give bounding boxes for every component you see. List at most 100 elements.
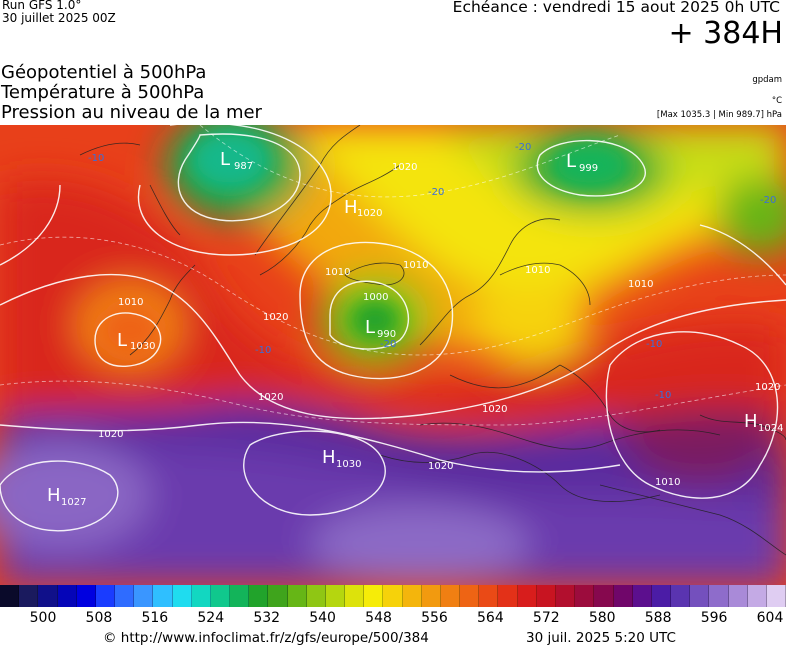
isobar-label: 1010: [655, 477, 680, 488]
colorbar-swatch: [76, 585, 96, 607]
pressure-center-type: H: [47, 485, 61, 506]
pressure-center-high: H 1030: [322, 447, 361, 470]
colorbar-tick-label: 500: [29, 610, 57, 626]
pressure-center-low: L 999: [566, 151, 598, 174]
title-temperature: Température à 500hPa: [1, 82, 205, 103]
pressure-center-type: H: [322, 447, 336, 468]
pressure-center-value: 990: [377, 329, 396, 340]
pressure-centers: L 987 L 999 H 1020 L 990 L 1030 H 1030 H…: [47, 149, 783, 508]
colorbar-tick-label: 516: [141, 610, 169, 626]
colorbar-swatch: [268, 585, 288, 607]
colorbar-tick-label: 524: [197, 610, 225, 626]
colorbar-swatch: [651, 585, 672, 607]
colorbar-swatch: [632, 585, 652, 607]
isobar-label: 1010: [403, 260, 428, 271]
colorbar-swatch: [345, 585, 365, 607]
temp-label: -10: [88, 153, 104, 164]
colorbar-swatch: [364, 585, 384, 607]
colorbar-swatch: [498, 585, 518, 607]
pressure-center-high: H 1024: [744, 411, 783, 434]
isobar-label: 1020: [755, 382, 780, 393]
colorbar-tick-label: 588: [644, 610, 672, 626]
pressure-center-high: H 1020: [344, 197, 382, 219]
colorbar-swatch: [210, 585, 231, 607]
colorbar-swatch: [421, 585, 441, 607]
colorbar-swatch: [709, 585, 729, 607]
colorbar-tick-label: 556: [421, 610, 448, 626]
pressure-center-value: 1024: [758, 423, 783, 434]
colorbar-swatch: [728, 585, 748, 607]
isobar-label: 1020: [263, 312, 288, 323]
colorbar-tick-label: 508: [85, 610, 113, 626]
colorbar-swatch: [325, 585, 346, 607]
colorbar-tick-label: 604: [756, 610, 784, 626]
colorbar-swatch: [38, 585, 58, 607]
pressure-center-value: 1030: [336, 459, 361, 470]
pressure-center-value: 1027: [61, 497, 86, 508]
colorbar-swatch: [440, 585, 461, 607]
colorbar-tick-label: 540: [309, 610, 336, 626]
unit-pressure-range: [Max 1035.3 | Min 989.7] hPa: [656, 110, 782, 120]
pressure-center-low: L 990: [365, 317, 396, 340]
pressure-center-value: 999: [579, 163, 598, 174]
temp-label: -20: [428, 187, 444, 198]
colorbar-swatch: [230, 585, 250, 607]
weather-map: -10 -20 -20 -20 -20 -10 -10 -10 1010 102…: [0, 125, 786, 585]
geopotential-fill: [0, 125, 786, 585]
colorbar-tick-label: 580: [588, 610, 616, 626]
temp-label: -20: [760, 195, 776, 206]
isobar-label: 1010: [118, 297, 143, 308]
colorbar-swatch: [115, 585, 135, 607]
colorbar-swatch: [95, 585, 116, 607]
isobar-label: 1020: [392, 162, 417, 173]
valid-time-label: Echéance : vendredi 15 aout 2025 0h UTC: [452, 0, 780, 16]
colorbar-swatch: [153, 585, 173, 607]
pressure-center-type: H: [744, 411, 758, 432]
isobar-label: 1010: [525, 265, 550, 276]
colorbar-tick-label: 548: [365, 610, 392, 626]
isobar-label: 1020: [482, 404, 507, 415]
title-pressure: Pression au niveau de la mer: [1, 102, 262, 123]
colorbar-swatch: [613, 585, 633, 607]
temp-label: -20: [380, 339, 396, 350]
title-geopotential: Géopotentiel à 500hPa: [1, 62, 207, 83]
temperature-contours: [0, 125, 786, 426]
colorbar-swatch: [287, 585, 307, 607]
colorbar-tick-label: 572: [532, 610, 560, 626]
colorbar-swatch: [402, 585, 422, 607]
pressure-center-type: L: [566, 151, 576, 172]
pressure-center-type: L: [365, 317, 375, 338]
unit-geopotential: gpdam: [752, 75, 782, 85]
colorbar-swatch: [555, 585, 576, 607]
isobar-label: 1010: [325, 267, 350, 278]
temp-label: -20: [515, 142, 531, 153]
pressure-center-low: L 987: [220, 149, 253, 172]
colorbar-swatch: [172, 585, 192, 607]
colorbar-swatch: [134, 585, 154, 607]
colorbar-tick-label: 532: [253, 610, 281, 626]
geopotential-colorbar: [0, 585, 786, 607]
colorbar-swatch: [383, 585, 403, 607]
isobar-label: 1000: [363, 292, 388, 303]
colorbar-swatch: [594, 585, 614, 607]
colorbar-swatch: [479, 585, 499, 607]
isobar-label: 1020: [428, 461, 453, 472]
pressure-center-type: H: [344, 197, 358, 218]
colorbar-swatch: [536, 585, 556, 607]
pressure-center-type: L: [117, 330, 127, 351]
source-credit: © http://www.infoclimat.fr/z/gfs/europe/…: [103, 630, 429, 646]
colorbar-swatch: [306, 585, 326, 607]
isobar-label: 1020: [98, 429, 123, 440]
colorbar-swatch: [0, 585, 20, 607]
pressure-center-low: L 1030: [117, 330, 155, 352]
lead-time-label: + 384H: [668, 16, 784, 51]
colorbar-swatch: [575, 585, 595, 607]
pressure-center-value: 987: [234, 161, 253, 172]
isobar-label: 1010: [628, 279, 653, 290]
pressure-center-type: L: [220, 149, 230, 170]
pressure-center-high: H 1027: [47, 485, 86, 508]
colorbar-swatch: [19, 585, 39, 607]
colorbar-swatch: [690, 585, 710, 607]
colorbar-swatch: [191, 585, 211, 607]
generation-timestamp: 30 juil. 2025 5:20 UTC: [526, 630, 676, 646]
